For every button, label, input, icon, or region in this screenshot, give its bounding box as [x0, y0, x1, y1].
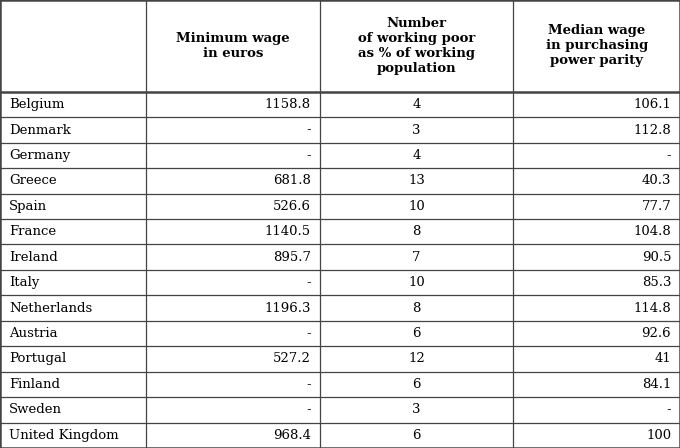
Text: 92.6: 92.6 — [641, 327, 671, 340]
Text: 100: 100 — [646, 429, 671, 442]
Text: 4: 4 — [412, 149, 421, 162]
Text: 7: 7 — [412, 251, 421, 264]
Text: -: - — [306, 403, 311, 416]
Text: 12: 12 — [408, 353, 425, 366]
Text: 6: 6 — [412, 378, 421, 391]
Text: Germany: Germany — [9, 149, 70, 162]
Text: 6: 6 — [412, 327, 421, 340]
Text: -: - — [306, 124, 311, 137]
Text: 526.6: 526.6 — [273, 200, 311, 213]
Text: -: - — [306, 149, 311, 162]
Text: 681.8: 681.8 — [273, 174, 311, 187]
Text: 85.3: 85.3 — [642, 276, 671, 289]
Text: 90.5: 90.5 — [642, 251, 671, 264]
Text: 104.8: 104.8 — [633, 225, 671, 238]
Text: 10: 10 — [408, 200, 425, 213]
Text: France: France — [9, 225, 56, 238]
Text: Greece: Greece — [9, 174, 56, 187]
Text: -: - — [306, 378, 311, 391]
Text: 895.7: 895.7 — [273, 251, 311, 264]
Text: 3: 3 — [412, 124, 421, 137]
Text: -: - — [666, 149, 671, 162]
Text: Portugal: Portugal — [9, 353, 66, 366]
Text: 1140.5: 1140.5 — [265, 225, 311, 238]
Text: 112.8: 112.8 — [633, 124, 671, 137]
Text: -: - — [306, 276, 311, 289]
Text: United Kingdom: United Kingdom — [9, 429, 118, 442]
Text: Number
of working poor
as % of working
population: Number of working poor as % of working p… — [358, 17, 475, 75]
Text: 106.1: 106.1 — [633, 98, 671, 111]
Text: -: - — [666, 403, 671, 416]
Text: 968.4: 968.4 — [273, 429, 311, 442]
Text: 6: 6 — [412, 429, 421, 442]
Text: Median wage
in purchasing
power parity: Median wage in purchasing power parity — [545, 25, 648, 67]
Text: Ireland: Ireland — [9, 251, 58, 264]
Text: Denmark: Denmark — [9, 124, 71, 137]
Text: 8: 8 — [412, 302, 421, 314]
Text: 41: 41 — [654, 353, 671, 366]
Text: Italy: Italy — [9, 276, 39, 289]
Text: Netherlands: Netherlands — [9, 302, 92, 314]
Text: 13: 13 — [408, 174, 425, 187]
Text: 3: 3 — [412, 403, 421, 416]
Text: 77.7: 77.7 — [641, 200, 671, 213]
Text: 1196.3: 1196.3 — [265, 302, 311, 314]
Text: -: - — [306, 327, 311, 340]
Text: 114.8: 114.8 — [633, 302, 671, 314]
Text: Minimum wage
in euros: Minimum wage in euros — [176, 32, 290, 60]
Text: Spain: Spain — [9, 200, 47, 213]
Text: Finland: Finland — [9, 378, 60, 391]
Text: Belgium: Belgium — [9, 98, 64, 111]
Text: 40.3: 40.3 — [642, 174, 671, 187]
Text: 84.1: 84.1 — [642, 378, 671, 391]
Text: 10: 10 — [408, 276, 425, 289]
Text: 4: 4 — [412, 98, 421, 111]
Text: Austria: Austria — [9, 327, 58, 340]
Text: 1158.8: 1158.8 — [265, 98, 311, 111]
Text: 8: 8 — [412, 225, 421, 238]
Text: Sweden: Sweden — [9, 403, 62, 416]
Text: 527.2: 527.2 — [273, 353, 311, 366]
